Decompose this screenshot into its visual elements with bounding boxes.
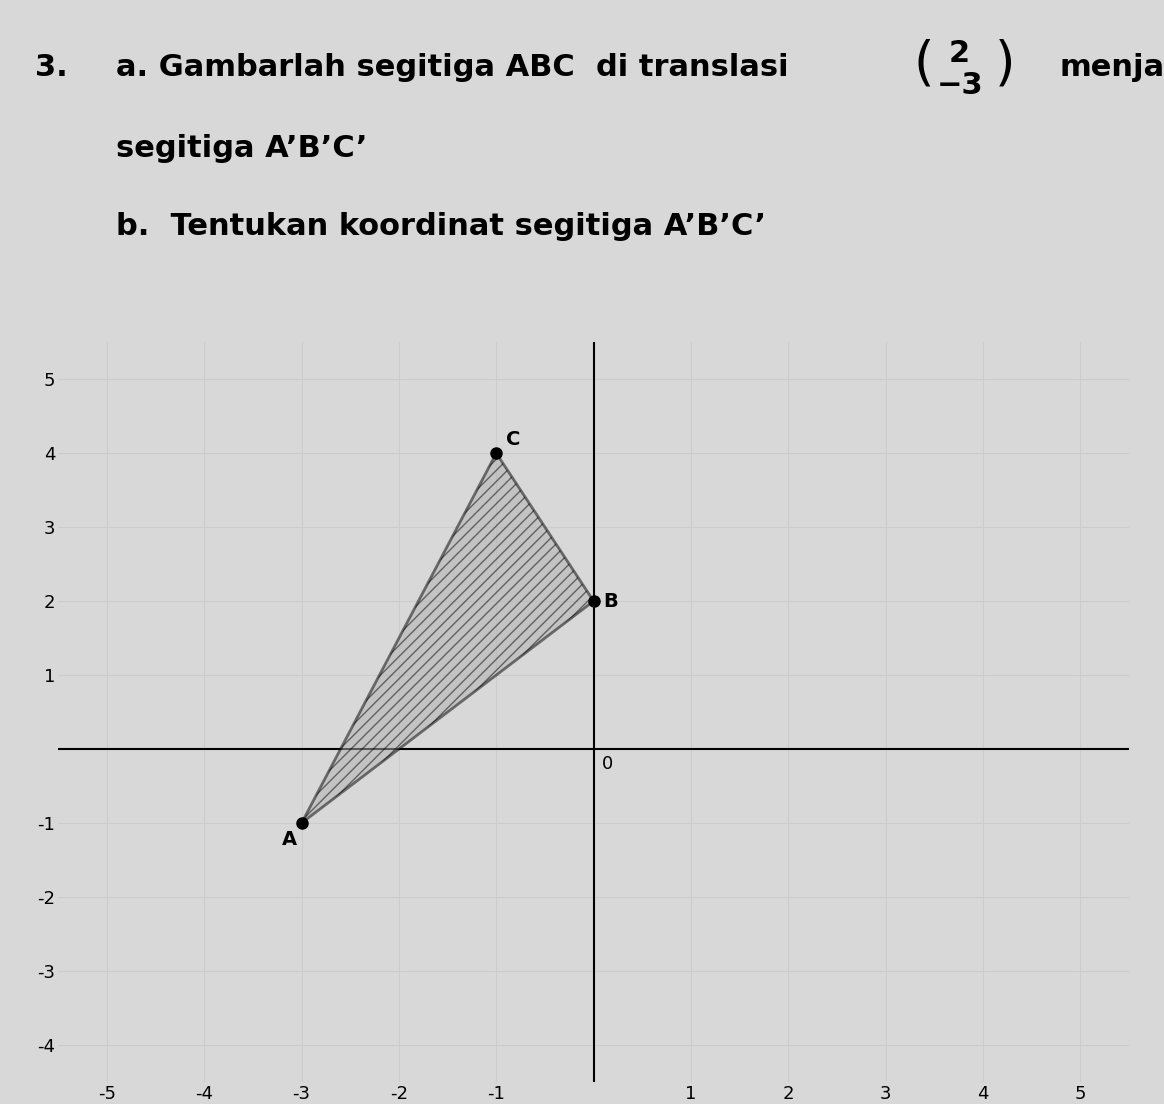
- Text: C: C: [506, 431, 520, 449]
- Text: 3.: 3.: [35, 53, 68, 82]
- Text: b.  Tentukan koordinat segitiga A’B’C’: b. Tentukan koordinat segitiga A’B’C’: [116, 212, 767, 241]
- Text: menjadi: menjadi: [1059, 53, 1164, 82]
- Text: 2: 2: [949, 39, 970, 67]
- Text: 0: 0: [602, 755, 612, 773]
- Text: B: B: [603, 592, 618, 611]
- Text: (: (: [914, 39, 935, 91]
- Text: ): ): [995, 39, 1016, 91]
- Text: a. Gambarlah segitiga ABC  di translasi: a. Gambarlah segitiga ABC di translasi: [116, 53, 789, 82]
- Text: −3: −3: [937, 71, 984, 99]
- Polygon shape: [301, 453, 594, 824]
- Text: A: A: [282, 830, 297, 849]
- Text: segitiga A’B’C’: segitiga A’B’C’: [116, 135, 368, 163]
